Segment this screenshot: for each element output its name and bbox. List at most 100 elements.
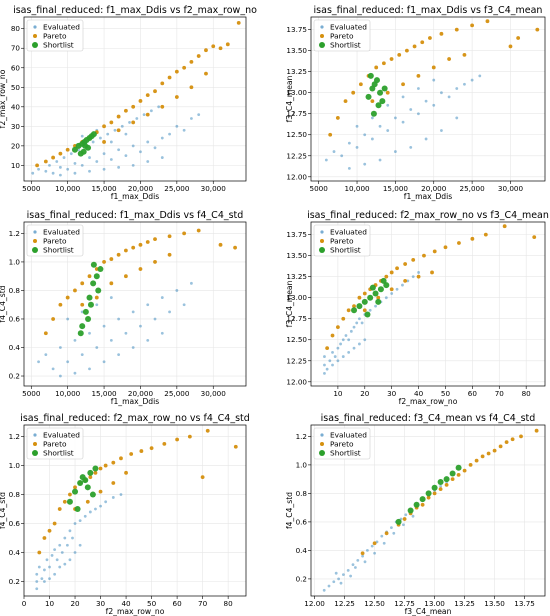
pareto-point bbox=[153, 260, 157, 264]
shortlist-point bbox=[93, 273, 100, 280]
evaluated-point bbox=[341, 338, 345, 342]
evaluated-point bbox=[73, 551, 77, 554]
x-tick-label: 0 bbox=[22, 599, 27, 608]
evaluated-point bbox=[35, 580, 39, 583]
pareto-point bbox=[389, 270, 394, 275]
pareto-point bbox=[384, 531, 389, 536]
pareto-point bbox=[351, 90, 356, 95]
y-tick-label: 1.2 bbox=[296, 432, 307, 441]
shortlist-point bbox=[395, 518, 402, 525]
evaluated-point bbox=[88, 156, 91, 159]
pareto-point bbox=[357, 295, 362, 300]
evaluated-point bbox=[404, 513, 408, 517]
evaluated-point bbox=[102, 152, 106, 156]
y-tick-label: 1.0 bbox=[9, 461, 21, 470]
pareto-point bbox=[200, 475, 205, 480]
evaluated-point bbox=[102, 324, 106, 328]
evaluated-point bbox=[124, 154, 128, 158]
evaluated-point bbox=[331, 363, 334, 367]
pareto-point bbox=[485, 19, 490, 24]
legend-marker-shortlist bbox=[32, 450, 38, 456]
shortlist-point bbox=[379, 98, 386, 105]
pareto-point bbox=[422, 253, 426, 258]
evaluated-point bbox=[146, 160, 150, 163]
evaluated-point bbox=[440, 129, 443, 132]
y-tick-label: 1.0 bbox=[9, 257, 21, 266]
pareto-point bbox=[131, 120, 136, 125]
evaluated-point bbox=[351, 563, 355, 567]
x-tick-label: 5000 bbox=[22, 184, 41, 193]
pareto-point bbox=[438, 487, 443, 492]
evaluated-point bbox=[37, 565, 41, 569]
shortlist-point bbox=[381, 85, 388, 92]
x-tick-label: 20 bbox=[70, 599, 80, 608]
pareto-point bbox=[225, 42, 230, 47]
y-tick-label: 12.50 bbox=[286, 335, 307, 344]
evaluated-point bbox=[146, 140, 150, 144]
evaluated-point bbox=[324, 158, 328, 162]
pareto-point bbox=[153, 89, 157, 94]
evaluated-point bbox=[117, 148, 121, 152]
pareto-point bbox=[116, 128, 121, 133]
shortlist-point bbox=[380, 277, 387, 284]
legend-box bbox=[26, 19, 84, 52]
evaluated-point bbox=[119, 493, 123, 496]
shortlist-point bbox=[373, 77, 380, 84]
shortlist-point bbox=[77, 330, 84, 337]
evaluated-point bbox=[160, 296, 164, 299]
pareto-point bbox=[416, 274, 421, 279]
pareto-point bbox=[335, 325, 340, 330]
pareto-point bbox=[432, 249, 437, 254]
pareto-point bbox=[402, 517, 407, 521]
pareto-point bbox=[87, 274, 92, 279]
evaluated-point bbox=[68, 558, 72, 562]
evaluated-point bbox=[60, 551, 64, 554]
evaluated-point bbox=[31, 171, 35, 175]
points-layer bbox=[37, 228, 237, 378]
evaluated-point bbox=[120, 124, 124, 128]
evaluated-point bbox=[37, 167, 40, 171]
pareto-point bbox=[457, 241, 461, 245]
pareto-point bbox=[57, 507, 62, 511]
pareto-point bbox=[330, 333, 335, 338]
y-tick-label: 70 bbox=[11, 44, 21, 53]
pareto-point bbox=[43, 331, 48, 336]
pareto-point bbox=[35, 163, 40, 168]
points-layer bbox=[322, 428, 539, 592]
legend-label-evaluated: Evaluated bbox=[43, 431, 80, 440]
evaluated-point bbox=[331, 350, 334, 354]
y-tick-label: 50 bbox=[11, 83, 21, 92]
pareto-point bbox=[211, 44, 216, 49]
evaluated-point bbox=[37, 360, 40, 364]
shortlist-point bbox=[80, 148, 87, 155]
evaluated-point bbox=[334, 571, 338, 575]
shortlist-point bbox=[377, 89, 384, 96]
y-tick-label: 40 bbox=[11, 102, 21, 111]
evaluated-point bbox=[355, 321, 359, 325]
pareto-point bbox=[328, 132, 333, 137]
evaluated-point bbox=[63, 562, 67, 566]
shortlist-point bbox=[87, 469, 94, 476]
y-tick-label: 13.50 bbox=[286, 46, 307, 55]
evaluated-point bbox=[71, 536, 74, 540]
pareto-point bbox=[362, 308, 367, 313]
pareto-point bbox=[443, 245, 448, 250]
evaluated-point bbox=[55, 160, 59, 163]
pareto-point bbox=[470, 23, 475, 28]
x-tick-label: 70 bbox=[495, 389, 505, 398]
pareto-point bbox=[405, 48, 409, 53]
pareto-point bbox=[116, 114, 121, 119]
scatter-panel-2: isas_final_reduced: f1_max_Ddis vs f3_C4… bbox=[285, 5, 546, 201]
pareto-point bbox=[468, 463, 473, 467]
x-tick-label: 25,000 bbox=[164, 389, 190, 398]
y-tick-label: 0.4 bbox=[9, 548, 21, 557]
legend-marker-pareto bbox=[320, 239, 324, 243]
shortlist-point bbox=[84, 484, 91, 491]
evaluated-point bbox=[58, 543, 62, 547]
evaluated-point bbox=[157, 105, 161, 109]
evaluated-point bbox=[424, 99, 428, 103]
y-tick-label: 12.75 bbox=[286, 314, 307, 323]
x-tick-label: 40 bbox=[121, 599, 131, 608]
pareto-point bbox=[196, 54, 201, 58]
plot-frame bbox=[23, 424, 247, 597]
